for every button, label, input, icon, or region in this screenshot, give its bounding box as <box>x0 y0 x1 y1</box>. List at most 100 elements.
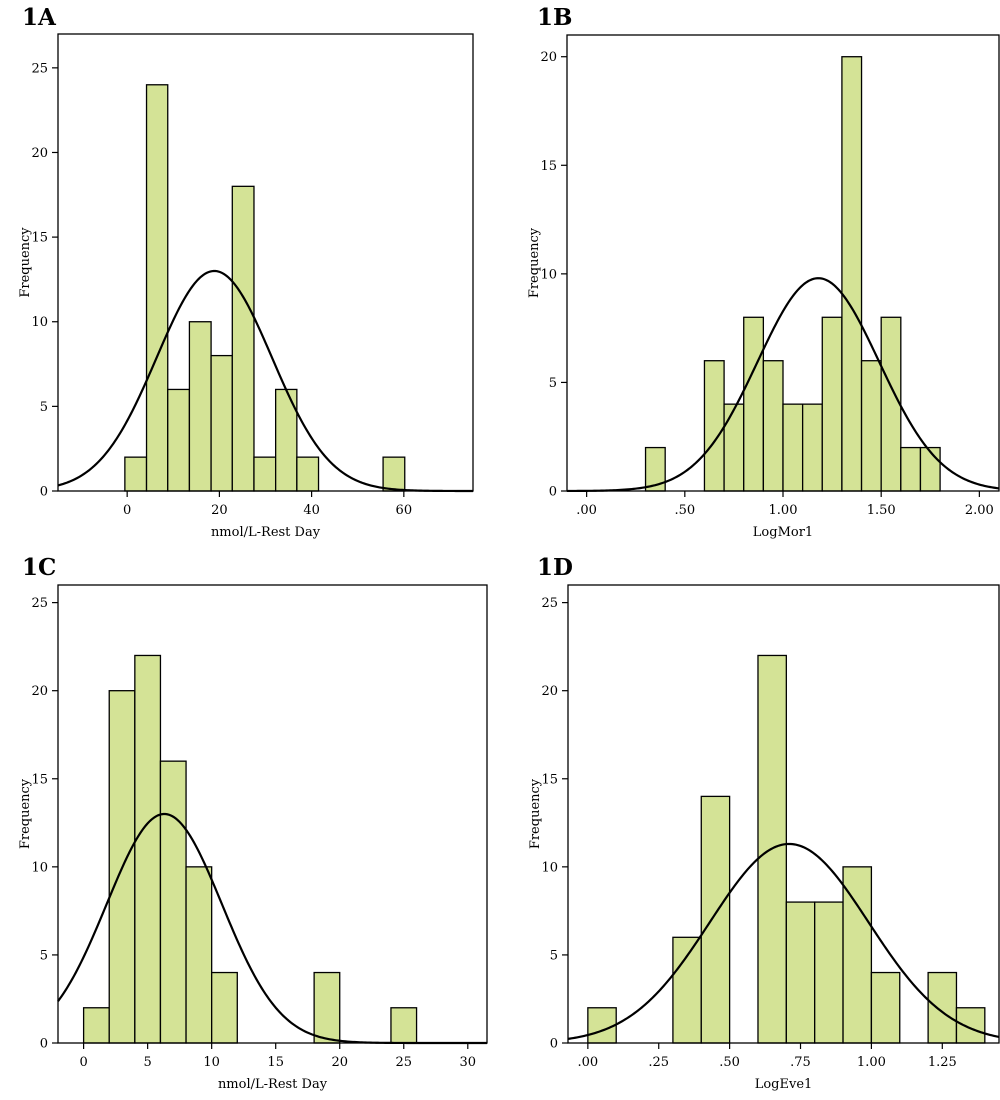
x-axis-label: LogEve1 <box>755 1077 813 1092</box>
histogram-bar <box>145 84 169 492</box>
histogram-bar <box>134 654 162 1044</box>
x-tick-label: .50 <box>719 1055 740 1070</box>
histogram-panel-1c: 0 5 10 15 20 25 0 5 10 15 20 25 30 nmol/L-Rest Day Fre… <box>0 550 500 1100</box>
x-tick-label: .50 <box>674 503 695 518</box>
histogram-bar <box>814 901 844 1044</box>
x-tick-label: 0 <box>79 1055 87 1070</box>
x-axis-label: LogMor1 <box>753 525 813 540</box>
x-tick-label: .75 <box>790 1055 811 1070</box>
y-tick-label: 5 <box>40 948 48 963</box>
histogram-panel-1d: 0 5 10 15 20 25 .00 .25 .50 .75 1.00 1.25 LogEve1 Fre… <box>500 550 1000 1100</box>
x-tick-label: 15 <box>267 1055 284 1070</box>
histogram-bar <box>185 866 213 1044</box>
y-axis-label: Frequency <box>527 227 542 298</box>
x-tick-label: 1.00 <box>769 503 798 518</box>
histogram-bar <box>821 316 843 492</box>
x-tick-label: .00 <box>576 503 597 518</box>
y-tick-label: 0 <box>549 485 557 500</box>
histogram-bar <box>927 971 958 1044</box>
histogram-bar <box>700 795 731 1044</box>
histogram-bar <box>919 446 941 492</box>
histogram-chart-1c: 0 5 10 15 20 25 0 5 10 15 20 25 30 nmol/L-Rest Day Fre… <box>18 584 488 1092</box>
histogram-bar <box>743 316 765 492</box>
histogram-bar <box>210 354 233 492</box>
histogram-bar <box>860 360 882 492</box>
histogram-chart-1d: 0 5 10 15 20 25 .00 .25 .50 .75 1.00 1.25 LogEve1 Fre… <box>528 584 1000 1092</box>
plot-frame <box>57 33 474 492</box>
histogram-bar <box>211 971 238 1044</box>
x-tick-label: 10 <box>203 1055 220 1070</box>
plot-frame <box>57 584 488 1044</box>
histogram-bar <box>870 971 901 1044</box>
histogram-bar <box>159 760 187 1044</box>
x-tick-label: 20 <box>331 1055 348 1070</box>
x-tick-label: 40 <box>303 503 320 518</box>
y-tick-label: 25 <box>31 596 48 611</box>
histogram-bar <box>842 866 873 1044</box>
y-tick-label: 15 <box>540 159 557 174</box>
x-tick-label: 25 <box>395 1055 412 1070</box>
histogram-bar <box>253 456 277 492</box>
histogram-bar <box>188 321 212 492</box>
normal-distribution-curve <box>57 269 473 493</box>
histogram-bar <box>900 446 922 492</box>
y-tick-label: 20 <box>541 684 558 699</box>
y-tick-label: 5 <box>40 400 48 415</box>
histogram-bar <box>124 456 148 492</box>
histogram-bar <box>82 1007 110 1044</box>
y-tick-label: 15 <box>31 772 48 787</box>
y-axis-label: Frequency <box>18 227 33 298</box>
panel-label: 1D <box>537 554 573 581</box>
histogram-bar <box>313 971 341 1044</box>
x-axis-label: nmol/L-Rest Day <box>218 1077 328 1092</box>
y-tick-label: 0 <box>40 485 48 500</box>
x-tick-label: 0 <box>123 503 131 518</box>
x-tick-label: 1.00 <box>857 1055 886 1070</box>
y-tick-label: 20 <box>31 684 48 699</box>
x-tick-label: 1.25 <box>928 1055 957 1070</box>
histogram-bar <box>390 1007 418 1044</box>
histogram-bar <box>723 403 745 492</box>
y-tick-label: 10 <box>541 860 558 875</box>
y-tick-label: 0 <box>40 1037 48 1052</box>
histogram-bar <box>703 360 725 492</box>
histogram-bar <box>801 403 823 492</box>
histogram-panel-1a: 0 5 10 15 20 25 0 20 40 60 nmol/L-Rest Day Frequenc… <box>0 0 500 550</box>
x-tick-label: 2.00 <box>965 503 994 518</box>
x-axis-label: nmol/L-Rest Day <box>211 525 321 540</box>
x-tick-label: 1.50 <box>867 503 896 518</box>
panel-label: 1C <box>22 554 57 581</box>
x-tick-label: 60 <box>396 503 413 518</box>
histogram-panel-1b: 0 5 10 15 20 .00 .50 1.00 1.50 2.00 LogMor1 Frequen… <box>500 0 1000 550</box>
y-tick-label: 15 <box>541 772 558 787</box>
y-tick-label: 15 <box>31 231 48 246</box>
y-axis-label: Frequency <box>18 778 33 849</box>
histogram-bar <box>587 1007 617 1044</box>
x-tick-label: 20 <box>211 503 228 518</box>
y-tick-label: 5 <box>550 948 558 963</box>
histogram-bar <box>296 456 320 492</box>
y-tick-label: 20 <box>31 146 48 161</box>
histogram-bar <box>762 360 784 492</box>
y-tick-label: 0 <box>550 1037 558 1052</box>
x-tick-label: 30 <box>460 1055 477 1070</box>
histogram-bar <box>167 388 191 492</box>
x-tick-label: .25 <box>648 1055 669 1070</box>
x-tick-label: 5 <box>144 1055 152 1070</box>
y-tick-label: 25 <box>31 61 48 76</box>
plot-frame <box>567 584 1000 1044</box>
y-tick-label: 10 <box>31 860 48 875</box>
histogram-bar <box>231 185 255 492</box>
histogram-bar <box>785 901 816 1044</box>
y-tick-label: 10 <box>31 315 48 330</box>
y-tick-label: 20 <box>540 50 557 65</box>
y-tick-label: 10 <box>540 267 557 282</box>
y-axis-label: Frequency <box>528 778 543 849</box>
panel-label: 1A <box>22 4 56 31</box>
histogram-chart-1b: 0 5 10 15 20 .00 .50 1.00 1.50 2.00 LogMor1 Frequen… <box>527 34 1000 540</box>
histogram-bar <box>782 403 804 492</box>
histogram-bar <box>880 316 902 492</box>
normal-distribution-curve <box>567 842 1000 1040</box>
normal-distribution-curve <box>566 277 1000 493</box>
y-tick-label: 25 <box>541 596 558 611</box>
